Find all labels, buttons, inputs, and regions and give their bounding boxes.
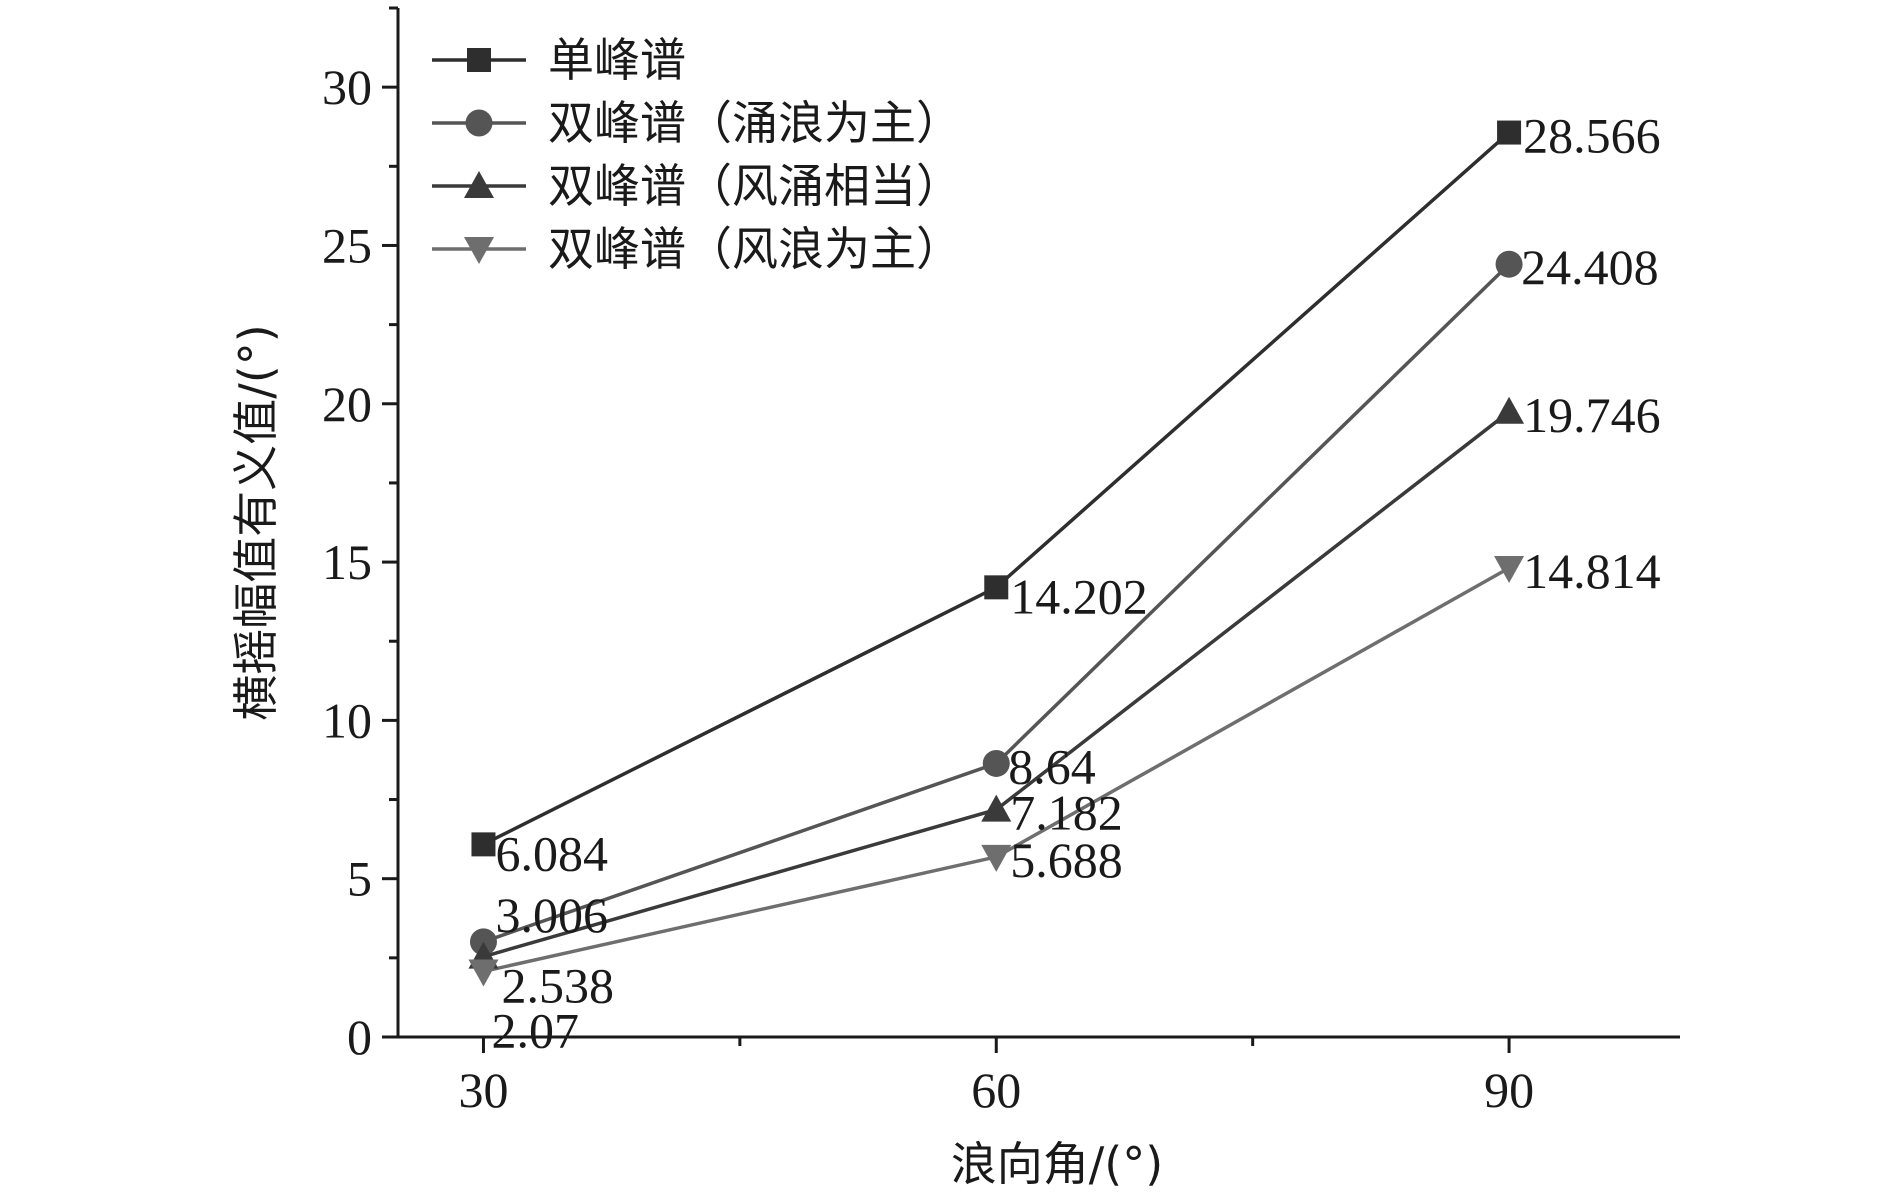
data-label: 8.64 [1008, 738, 1095, 794]
data-label: 14.814 [1523, 543, 1661, 599]
data-label: 7.182 [1010, 785, 1122, 841]
x-tick-label: 90 [1484, 1062, 1534, 1118]
x-tick-label: 60 [971, 1062, 1021, 1118]
series-line-2 [482, 262, 1511, 944]
axes: 0 5 10 15 20 25 30 30 60 90 [322, 6, 1680, 1118]
legend-label: 双峰谱（涌浪为主） [548, 96, 962, 150]
x-axis-title: 浪向角/(°) [951, 1137, 1163, 1191]
data-label: 19.746 [1523, 387, 1661, 443]
series-line-3 [482, 410, 1511, 959]
data-label: 28.566 [1523, 108, 1661, 164]
legend-label: 单峰谱 [548, 33, 686, 87]
y-tick-label: 5 [347, 851, 372, 907]
y-tick-label: 25 [322, 217, 372, 273]
data-label: 14.202 [1010, 568, 1147, 624]
legend-marker [465, 109, 493, 137]
y-tick-label: 0 [347, 1009, 372, 1065]
y-axis-title: 横摇幅值有义值/(°) [229, 324, 283, 720]
series-4-point [1494, 555, 1525, 583]
data-label: 6.084 [495, 825, 608, 881]
legend-label: 双峰谱（风浪为主） [548, 222, 962, 276]
y-tick-label: 15 [322, 534, 372, 590]
series-1-point [984, 575, 1009, 600]
data-label: 5.688 [1010, 832, 1122, 888]
legend-label: 双峰谱（风涌相当） [548, 159, 962, 213]
data-label: 24.408 [1521, 239, 1659, 295]
series-4-point [468, 959, 499, 987]
y-tick-label: 30 [322, 59, 372, 115]
series-2-point [982, 749, 1010, 777]
series-1-point [471, 832, 496, 857]
data-label: 3.006 [495, 887, 608, 943]
y-tick-label: 20 [322, 376, 372, 432]
series-markers [468, 120, 1525, 987]
series-4-point [981, 844, 1012, 872]
x-tick-label: 30 [458, 1062, 508, 1118]
data-labels: 6.084 14.202 28.566 3.006 8.64 24.408 2.538 7.1… [491, 108, 1660, 1059]
series-3-point [981, 794, 1012, 822]
data-label: 2.07 [491, 1002, 579, 1058]
data-label: 2.538 [501, 958, 614, 1014]
legend-marker [467, 48, 491, 72]
legend-marker [464, 171, 494, 198]
series-2-point [1495, 250, 1523, 278]
y-tick-label: 10 [322, 692, 372, 748]
series-3-point [1494, 396, 1525, 424]
legend-marker [464, 237, 494, 264]
series-1-point [1497, 120, 1522, 145]
